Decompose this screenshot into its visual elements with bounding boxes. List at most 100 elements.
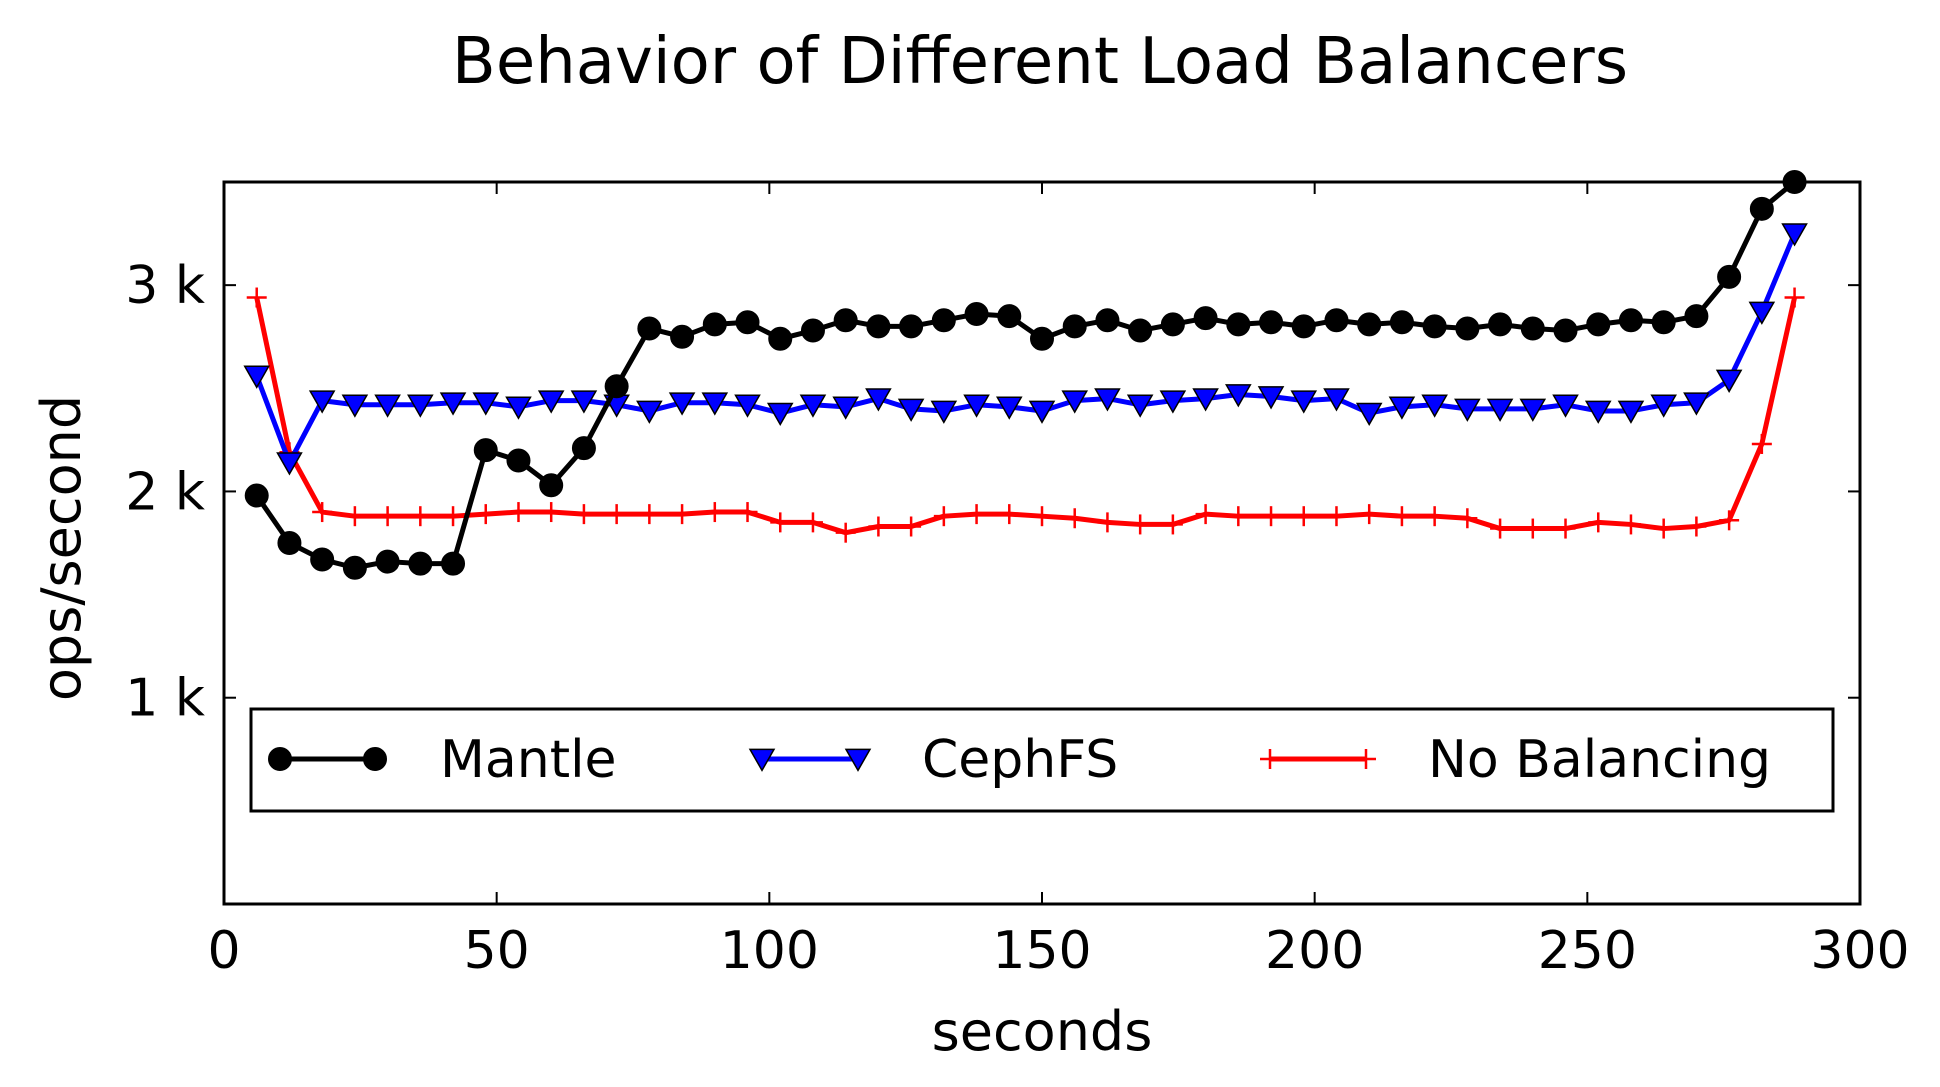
data-point xyxy=(1226,312,1251,337)
data-point xyxy=(606,504,627,525)
data-point xyxy=(901,516,922,537)
data-point xyxy=(473,438,498,463)
data-point xyxy=(1389,310,1414,335)
x-tick-label: 200 xyxy=(1265,921,1364,981)
legend-marker xyxy=(1260,749,1280,769)
legend-marker xyxy=(1356,749,1376,769)
data-point xyxy=(1651,310,1676,335)
data-point xyxy=(768,326,793,351)
data-point xyxy=(1228,506,1249,527)
series-no-balancing xyxy=(246,287,1805,543)
legend-box xyxy=(249,707,1835,813)
data-point xyxy=(243,365,271,389)
data-point xyxy=(573,504,594,525)
data-point xyxy=(1388,396,1416,420)
data-point xyxy=(1784,287,1805,308)
y-tick-label: 2 k xyxy=(125,462,205,522)
data-point xyxy=(407,394,434,418)
data-point xyxy=(1748,301,1776,325)
data-point xyxy=(1225,384,1252,408)
data-point xyxy=(570,390,598,414)
data-point xyxy=(1162,514,1183,535)
series-cephfs xyxy=(243,223,1808,476)
data-point xyxy=(1064,508,1085,529)
data-point xyxy=(1355,402,1383,426)
data-point xyxy=(770,512,791,533)
data-point xyxy=(571,436,596,461)
data-point xyxy=(1715,369,1743,393)
legend-label: Mantle xyxy=(440,730,617,790)
data-point xyxy=(1032,506,1052,527)
data-point xyxy=(1488,312,1513,337)
data-point xyxy=(1291,314,1316,339)
data-point xyxy=(1522,518,1543,539)
x-tick-label: 150 xyxy=(992,921,1091,981)
x-tick-label: 100 xyxy=(720,921,819,981)
data-point xyxy=(1455,316,1480,341)
data-point xyxy=(1454,398,1481,422)
y-tick-label: 3 k xyxy=(125,256,205,316)
data-point xyxy=(1323,388,1350,412)
legend-label: CephFS xyxy=(922,730,1118,790)
data-point xyxy=(277,531,302,555)
data-point xyxy=(833,308,858,333)
data-point xyxy=(443,506,464,527)
data-point xyxy=(310,547,335,572)
data-point xyxy=(1028,400,1056,424)
y-tick-label: 1 k xyxy=(125,669,205,729)
data-point xyxy=(964,302,989,327)
data-point xyxy=(1490,518,1511,539)
data-point xyxy=(1555,518,1576,539)
data-point xyxy=(276,452,303,476)
data-point xyxy=(508,502,529,523)
data-point xyxy=(472,392,500,416)
data-point xyxy=(341,394,369,418)
data-point xyxy=(1326,506,1347,527)
data-point xyxy=(1192,388,1219,412)
data-point xyxy=(899,314,924,339)
data-point xyxy=(1259,310,1284,335)
data-point xyxy=(408,551,433,576)
data-point xyxy=(1422,314,1447,339)
data-point xyxy=(1159,390,1187,414)
data-point xyxy=(539,473,564,498)
legend-marker xyxy=(844,748,872,772)
data-point xyxy=(374,394,401,418)
y-axis-label: ops/second xyxy=(30,395,93,701)
data-point xyxy=(1620,514,1641,535)
data-point xyxy=(868,516,889,537)
data-point xyxy=(1586,312,1611,337)
data-point xyxy=(1195,504,1216,525)
data-point xyxy=(1553,318,1578,343)
data-point xyxy=(637,316,662,341)
data-point xyxy=(1126,394,1154,418)
data-point xyxy=(1749,196,1774,221)
data-point xyxy=(931,308,956,333)
data-point xyxy=(1030,326,1054,351)
data-point xyxy=(1653,518,1674,539)
data-point xyxy=(439,392,467,416)
data-point xyxy=(1324,308,1349,333)
data-point xyxy=(1261,506,1282,527)
x-axis-label: seconds xyxy=(932,1000,1153,1063)
data-point xyxy=(1061,390,1089,414)
chart-title: Behavior of Different Load Balancers xyxy=(452,25,1628,99)
y-tick-labels: 1 k 2 k 3 k xyxy=(125,256,205,729)
data-point xyxy=(1359,504,1380,525)
data-point xyxy=(312,502,333,523)
data-point xyxy=(639,504,660,525)
data-point xyxy=(1684,304,1709,329)
data-point xyxy=(344,506,365,527)
data-point xyxy=(1588,512,1609,533)
data-point xyxy=(799,394,827,418)
data-point xyxy=(505,396,532,420)
data-point xyxy=(1290,390,1318,414)
data-point xyxy=(704,502,725,523)
legend-marker xyxy=(363,747,387,771)
data-point xyxy=(866,314,891,339)
data-point xyxy=(475,504,496,525)
data-point xyxy=(1293,506,1314,527)
data-point xyxy=(1130,514,1151,535)
